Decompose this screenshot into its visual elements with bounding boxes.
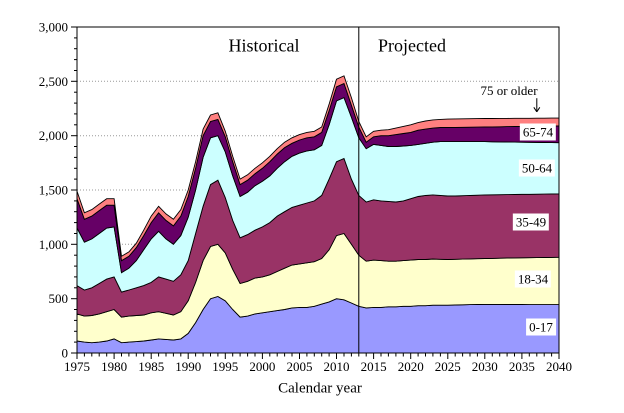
svg-text:1,500: 1,500	[39, 183, 68, 198]
historical-region-label: Historical	[228, 35, 300, 56]
series-label-65-74: 65-74	[519, 123, 557, 141]
x-axis-title: Calendar year	[278, 380, 362, 397]
series-label-50-64: 50-64	[518, 159, 556, 177]
svg-text:1980: 1980	[101, 359, 127, 374]
svg-text:3,000: 3,000	[39, 20, 68, 35]
svg-text:1975: 1975	[64, 359, 90, 374]
svg-text:2,000: 2,000	[39, 128, 68, 143]
svg-text:1985: 1985	[138, 359, 164, 374]
series-label-18-34: 18-34	[514, 270, 552, 288]
series-label-0-17: 0-17	[526, 318, 556, 336]
svg-text:2025: 2025	[435, 359, 461, 374]
svg-text:1,000: 1,000	[39, 237, 68, 252]
svg-text:2,500: 2,500	[39, 74, 68, 89]
svg-text:0: 0	[62, 346, 69, 361]
svg-text:2015: 2015	[361, 359, 387, 374]
svg-text:2040: 2040	[546, 359, 572, 374]
series-label-75-or-older: 75 or older	[480, 83, 538, 98]
svg-text:500: 500	[49, 291, 69, 306]
svg-text:2020: 2020	[398, 359, 424, 374]
svg-text:2035: 2035	[509, 359, 535, 374]
svg-text:1990: 1990	[175, 359, 201, 374]
svg-text:2010: 2010	[324, 359, 350, 374]
svg-text:2030: 2030	[472, 359, 498, 374]
svg-text:1995: 1995	[212, 359, 238, 374]
svg-text:2005: 2005	[287, 359, 313, 374]
svg-text:2000: 2000	[249, 359, 275, 374]
series-label-35-49: 35-49	[512, 213, 550, 231]
projected-region-label: Projected	[378, 35, 446, 56]
